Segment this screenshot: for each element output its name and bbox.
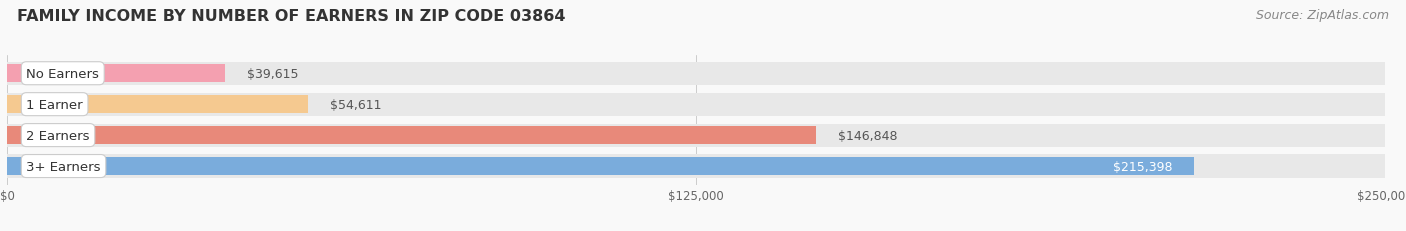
Text: No Earners: No Earners — [27, 67, 100, 80]
Bar — [7, 157, 1194, 175]
Text: $39,615: $39,615 — [247, 67, 299, 80]
Bar — [7, 65, 225, 83]
Text: Source: ZipAtlas.com: Source: ZipAtlas.com — [1256, 9, 1389, 22]
Text: $54,611: $54,611 — [330, 98, 381, 111]
Bar — [7, 155, 1385, 178]
Bar — [7, 96, 308, 114]
Text: $146,848: $146,848 — [838, 129, 898, 142]
Bar — [7, 62, 1385, 85]
Bar — [7, 93, 1385, 116]
Text: 1 Earner: 1 Earner — [27, 98, 83, 111]
Bar — [7, 124, 1385, 147]
Bar — [7, 127, 817, 144]
Text: 2 Earners: 2 Earners — [27, 129, 90, 142]
Text: $215,398: $215,398 — [1112, 160, 1173, 173]
Text: 3+ Earners: 3+ Earners — [27, 160, 101, 173]
Text: FAMILY INCOME BY NUMBER OF EARNERS IN ZIP CODE 03864: FAMILY INCOME BY NUMBER OF EARNERS IN ZI… — [17, 9, 565, 24]
